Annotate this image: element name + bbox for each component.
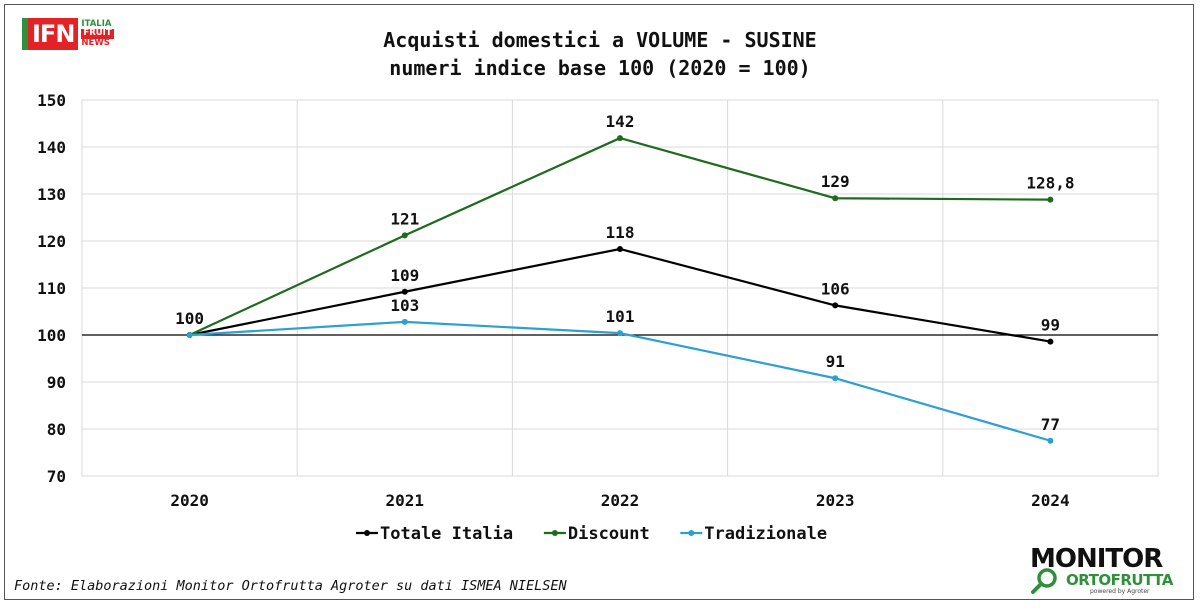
data-label: 99 [1041, 316, 1060, 335]
data-label: 129 [821, 172, 850, 191]
x-tick-label: 2024 [1031, 491, 1070, 510]
data-point [401, 318, 408, 325]
y-tick-label: 90 [47, 373, 66, 392]
data-label: 91 [826, 352, 845, 371]
data-point [617, 330, 623, 337]
ifn-logo-line3: NEWS [81, 37, 110, 48]
data-label: 142 [606, 112, 635, 131]
data-point [401, 232, 408, 239]
chart-title: Acquisti domestici a VOLUME - SUSINE [383, 28, 817, 52]
data-label: 106 [821, 279, 850, 298]
data-point [617, 245, 623, 252]
data-label: 128,8 [1026, 174, 1074, 193]
legend-label: Totale Italia [380, 524, 513, 544]
ifn-logo-line2: FRUIT [81, 28, 114, 39]
data-point [617, 135, 623, 142]
legend-marker [364, 530, 370, 536]
data-label: 121 [390, 209, 419, 228]
chart-frame [4, 4, 1194, 600]
x-tick-label: 2021 [386, 491, 425, 510]
brand-bottom: ORTOFRUTTA [1066, 571, 1173, 589]
y-tick-label: 100 [37, 326, 66, 345]
data-point [401, 288, 408, 295]
data-label: 118 [606, 223, 635, 242]
data-label: 109 [390, 266, 419, 285]
legend-marker [551, 530, 558, 536]
data-point [832, 195, 839, 202]
chart-subtitle: numeri indice base 100 (2020 = 100) [389, 56, 811, 80]
data-point [832, 302, 839, 309]
data-point [1047, 437, 1054, 444]
y-tick-label: 80 [47, 420, 66, 439]
ifn-logo: IFN ITALIA FRUIT NEWS [22, 18, 142, 52]
x-tick-label: 2023 [816, 491, 855, 510]
legend-label: Tradizionale [704, 524, 827, 544]
line-chart: 70 80 90 100 110 120 130 140 150 2020 2021 2022 2023… [37, 91, 1159, 544]
magnifier-icon [1031, 568, 1057, 594]
y-tick-label: 140 [37, 138, 66, 157]
y-tick-label: 110 [37, 279, 66, 298]
series-line-2 [189, 320, 1051, 442]
monitor-ortofrutta-logo: MONITOR ORTOFRUTTA powered by Agroter [1030, 545, 1180, 595]
ifn-logo-line1: ITALIA [81, 18, 112, 29]
y-tick-label: 70 [47, 467, 66, 486]
source-note: Fonte: Elaborazioni Monitor Ortofrutta A… [14, 578, 567, 594]
data-point [1047, 338, 1054, 345]
data-label: 77 [1041, 415, 1060, 434]
brand-mini: powered by Agroter [1090, 588, 1150, 595]
x-tick-label: 2022 [601, 491, 640, 510]
data-label: 100 [175, 309, 204, 328]
data-point [1047, 196, 1054, 203]
data-label: 103 [390, 296, 419, 315]
brand-top: MONITOR [1030, 544, 1163, 574]
data-label: 101 [606, 307, 635, 326]
ifn-logo-letters: IFN [22, 18, 79, 50]
legend-label: Discount [568, 524, 650, 544]
x-tick-label: 2020 [170, 491, 209, 510]
legend-marker [688, 530, 695, 536]
y-tick-label: 130 [37, 185, 66, 204]
y-tick-label: 120 [37, 232, 66, 251]
data-point [186, 332, 193, 338]
data-point [832, 375, 839, 382]
y-tick-label: 150 [37, 91, 66, 110]
